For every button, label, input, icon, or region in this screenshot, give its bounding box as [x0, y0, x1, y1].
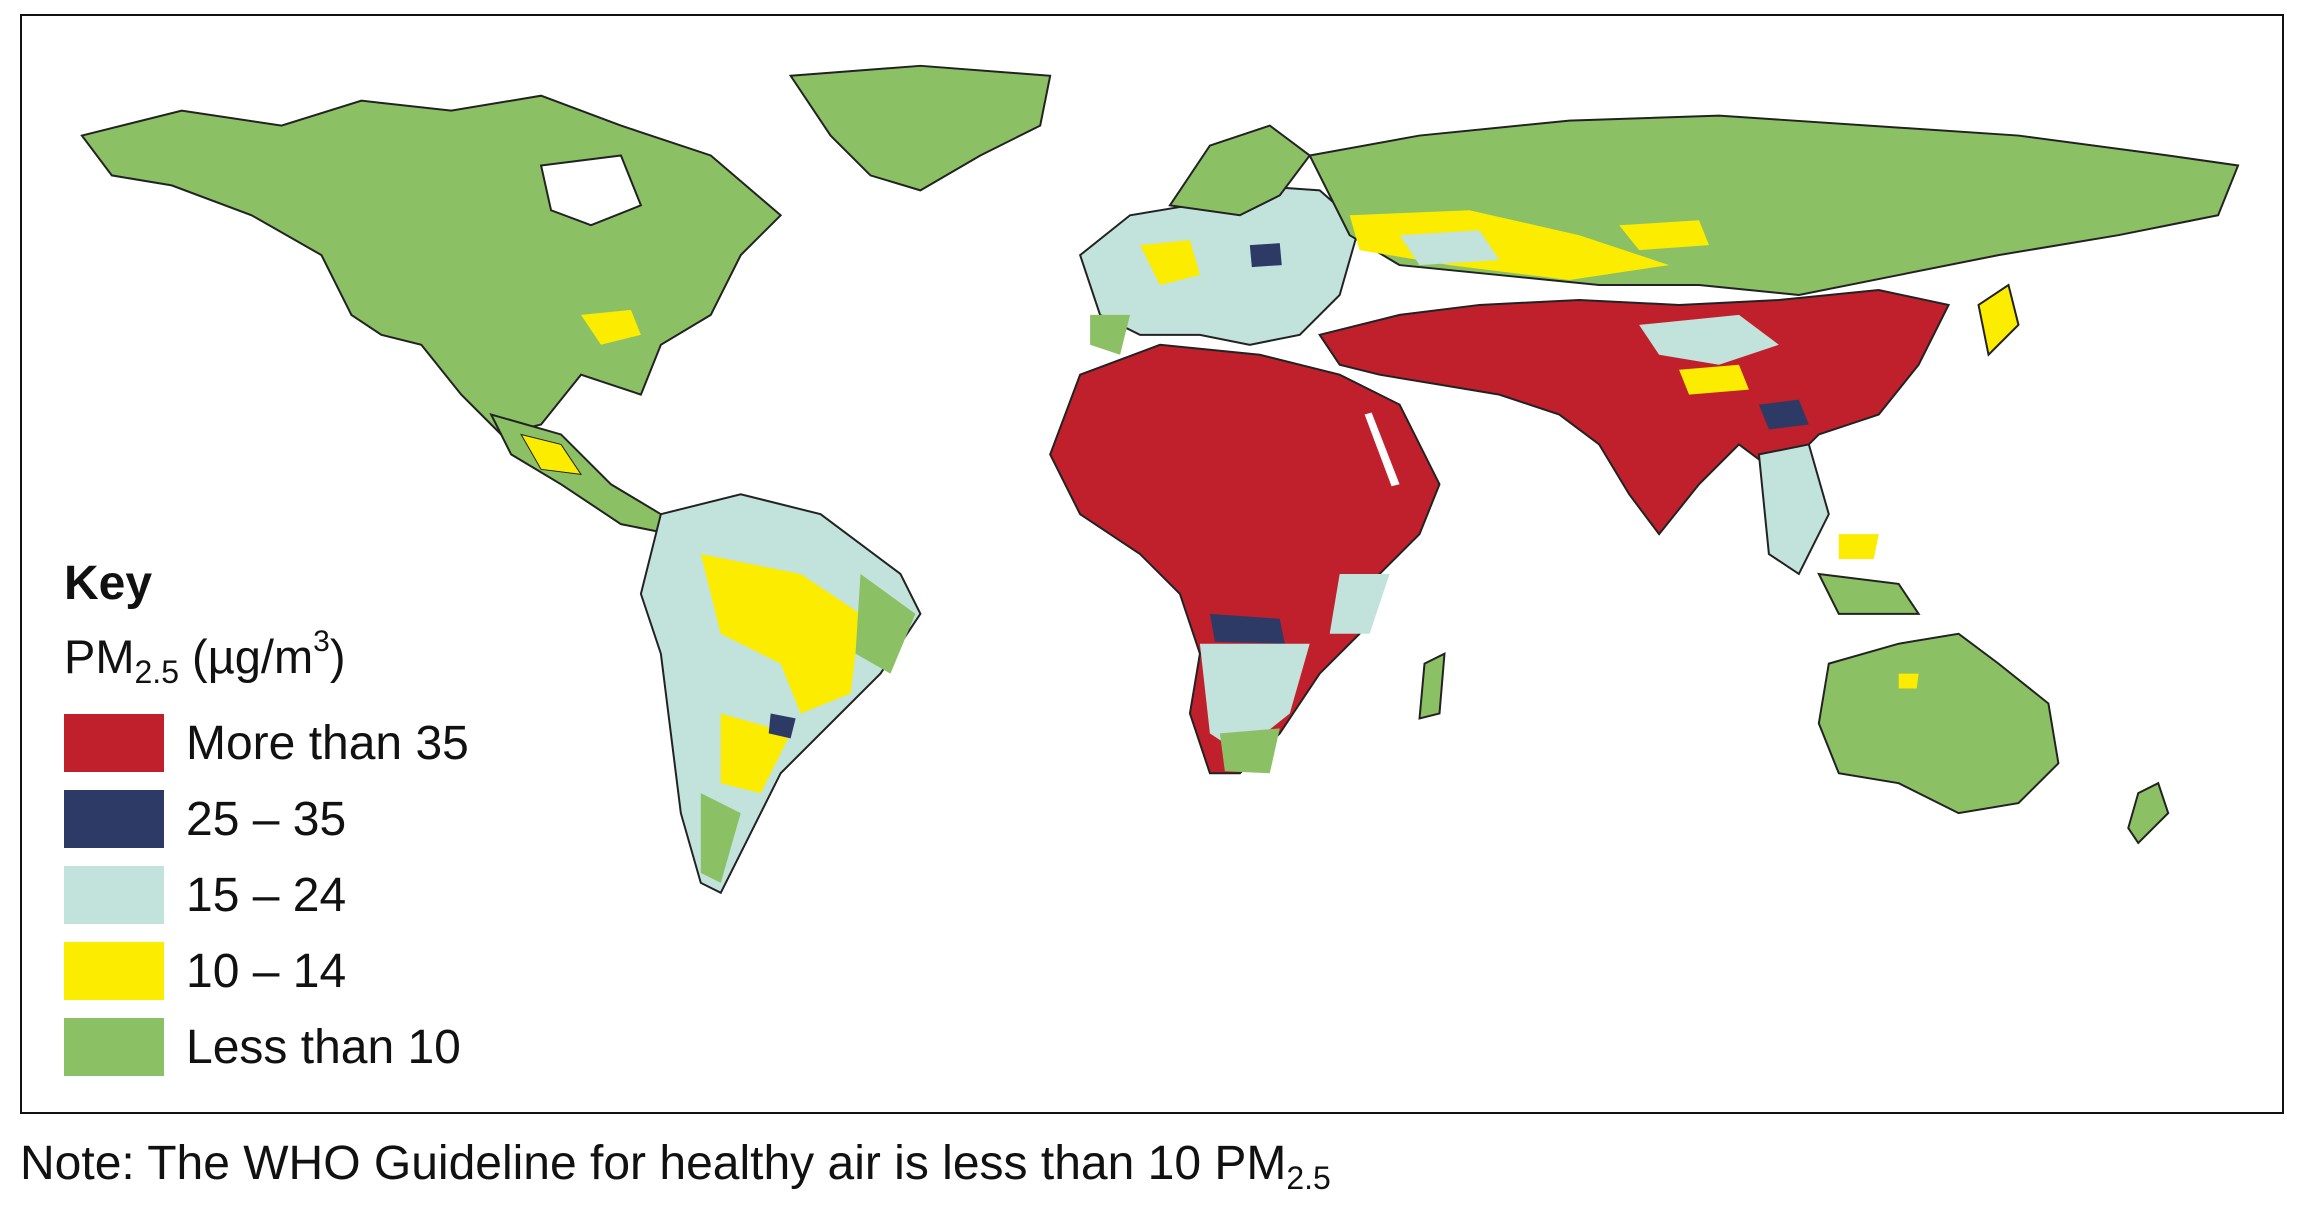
note-text: Note: The WHO Guideline for healthy air …	[20, 1137, 1287, 1190]
new-zealand-region	[2127, 781, 2170, 845]
unit-mid: (µg/m	[178, 630, 314, 683]
key-swatch	[64, 714, 164, 772]
unit-superscript: 3	[313, 625, 330, 658]
key-rows: More than 35 25 – 35 15 – 24 10 – 14 Less th…	[64, 713, 469, 1077]
japan-region	[1977, 283, 2020, 357]
key-title: Key	[64, 557, 153, 610]
map-key: Key PM2.5 (µg/m3) More than 35 25 – 35 15 …	[64, 556, 469, 1093]
unit-prefix: PM	[64, 630, 135, 683]
madagascar-region	[1418, 651, 1446, 720]
north-america-region	[80, 94, 783, 436]
south-america-region	[639, 493, 922, 895]
key-label: 15 – 24	[186, 868, 347, 922]
north-asia-region	[1308, 114, 2240, 296]
southeast-asia-region	[1757, 443, 1830, 576]
key-swatch	[64, 790, 164, 848]
key-item: 15 – 24	[64, 865, 469, 925]
africa-region	[1049, 343, 1441, 775]
key-item: More than 35	[64, 713, 469, 773]
key-swatch	[64, 866, 164, 924]
footnote: Note: The WHO Guideline for healthy air …	[20, 1136, 1331, 1197]
world-map	[80, 64, 2240, 895]
key-label: More than 35	[186, 716, 469, 770]
australia-region	[1817, 632, 2060, 815]
map-frame: Key PM2.5 (µg/m3) More than 35 25 – 35 15 …	[20, 14, 2284, 1114]
key-item: 25 – 35	[64, 789, 469, 849]
key-label: 10 – 14	[186, 944, 347, 998]
key-unit-label: PM2.5 (µg/m3)	[64, 625, 469, 691]
key-item: 10 – 14	[64, 941, 469, 1001]
greenland-region	[788, 64, 1052, 192]
key-item: Less than 10	[64, 1017, 469, 1077]
key-label: Less than 10	[186, 1020, 461, 1074]
unit-suffix: )	[329, 630, 346, 683]
key-swatch	[64, 1018, 164, 1076]
unit-subscript: 2.5	[134, 654, 179, 690]
key-label: 25 – 35	[186, 792, 347, 846]
key-swatch	[64, 942, 164, 1000]
note-subscript: 2.5	[1286, 1160, 1331, 1196]
